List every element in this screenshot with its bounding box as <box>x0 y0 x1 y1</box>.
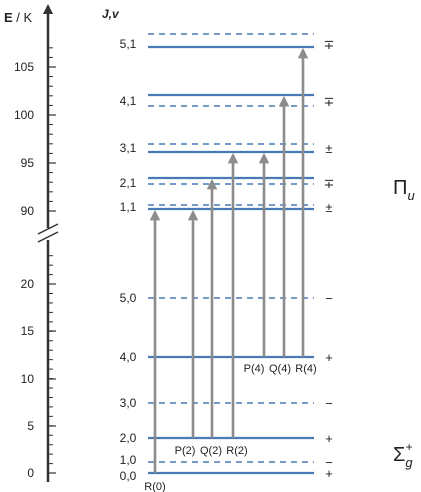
parity-label: ∓ <box>324 37 335 52</box>
transition-R4: R(4) <box>295 47 317 375</box>
transition-P4: P(4) <box>244 152 270 375</box>
parity-label: − <box>325 455 333 470</box>
transition-R2: R(2) <box>226 152 248 457</box>
parity-label: − <box>325 396 333 411</box>
level-label: 5,0 <box>120 291 137 305</box>
parity-label: − <box>325 291 333 306</box>
level-5-0: 5,0 − <box>120 291 333 306</box>
axis-break-mark <box>37 223 59 243</box>
transition-label: R(0) <box>144 481 165 492</box>
level-4-0: 4,0 + <box>120 350 333 365</box>
transition-label: R(2) <box>226 445 247 457</box>
energy-levels: 0,0 +1,0 − 2,0 +3,0 − 4,0 +5,0 − 1,1 ±2,1 ∓ 3,1 ±4,1 ∓… <box>120 33 335 483</box>
level-0-0: 0,0 + <box>120 466 333 483</box>
axis-tick-label: 100 <box>14 108 34 122</box>
transition-Q4: Q(4) <box>269 95 291 375</box>
level-5-1: 5,1 ∓ <box>120 33 335 52</box>
parity-label: + <box>325 431 333 446</box>
transition-label: P(2) <box>175 445 196 457</box>
transition-label: Q(2) <box>200 445 222 457</box>
jv-header: J,v <box>102 7 120 21</box>
axis-tick-label: 95 <box>21 156 35 170</box>
level-label: 0,0 <box>120 469 137 483</box>
level-label: 3,0 <box>120 396 137 410</box>
transition-R0: R(0) <box>144 209 166 492</box>
level-label: 5,1 <box>120 37 137 51</box>
level-label: 1,1 <box>120 200 137 214</box>
axis-tick-label: 15 <box>21 324 35 338</box>
transition-label: P(4) <box>244 363 265 375</box>
axis-tick-label: 0 <box>27 466 34 480</box>
level-2-0: 2,0 + <box>120 431 333 446</box>
energy-axis: E / K 90 95 100 105 0 5 10 15 20 <box>4 4 59 482</box>
axis-title: E / K <box>4 10 33 25</box>
axis-ticks: 90 95 100 105 0 5 10 15 20 <box>14 47 56 480</box>
parity-label: ± <box>325 141 332 156</box>
level-4-1: 4,1 ∓ <box>120 93 335 109</box>
level-1-1: 1,1 ± <box>120 200 333 215</box>
transition-label: R(4) <box>295 363 316 375</box>
transition-P2: P(2) <box>175 209 199 457</box>
level-3-0: 3,0 − <box>120 396 333 411</box>
level-label: 1,0 <box>120 453 137 467</box>
axis-tick-label: 105 <box>14 60 34 74</box>
axis-tick-label: 5 <box>27 419 34 433</box>
level-3-1: 3,1 ± <box>120 141 333 156</box>
axis-tick-label: 90 <box>21 204 35 218</box>
parity-label: + <box>325 466 333 481</box>
axis-tick-label: 20 <box>21 277 35 291</box>
parity-label: ∓ <box>324 94 335 109</box>
level-label: 4,1 <box>120 94 137 108</box>
level-label: 2,0 <box>120 431 137 445</box>
axis-tick-label: 10 <box>21 372 35 386</box>
level-label: 4,0 <box>120 350 137 364</box>
state-label-lower: Σg+ <box>393 440 413 470</box>
transition-Q2: Q(2) <box>200 178 222 457</box>
level-label: 2,1 <box>120 176 137 190</box>
level-2-1: 2,1 ∓ <box>120 176 335 191</box>
parity-label: ± <box>325 200 332 215</box>
level-label: 3,1 <box>120 141 137 155</box>
level-1-0: 1,0 − <box>120 453 333 470</box>
transition-label: Q(4) <box>269 363 291 375</box>
state-label-upper: Πu <box>393 177 415 203</box>
transition-arrows: R(0) P(2) Q(2) R(2) P(4) Q(4) R(4) <box>144 47 317 492</box>
parity-label: ∓ <box>324 176 335 191</box>
parity-label: + <box>325 350 333 365</box>
